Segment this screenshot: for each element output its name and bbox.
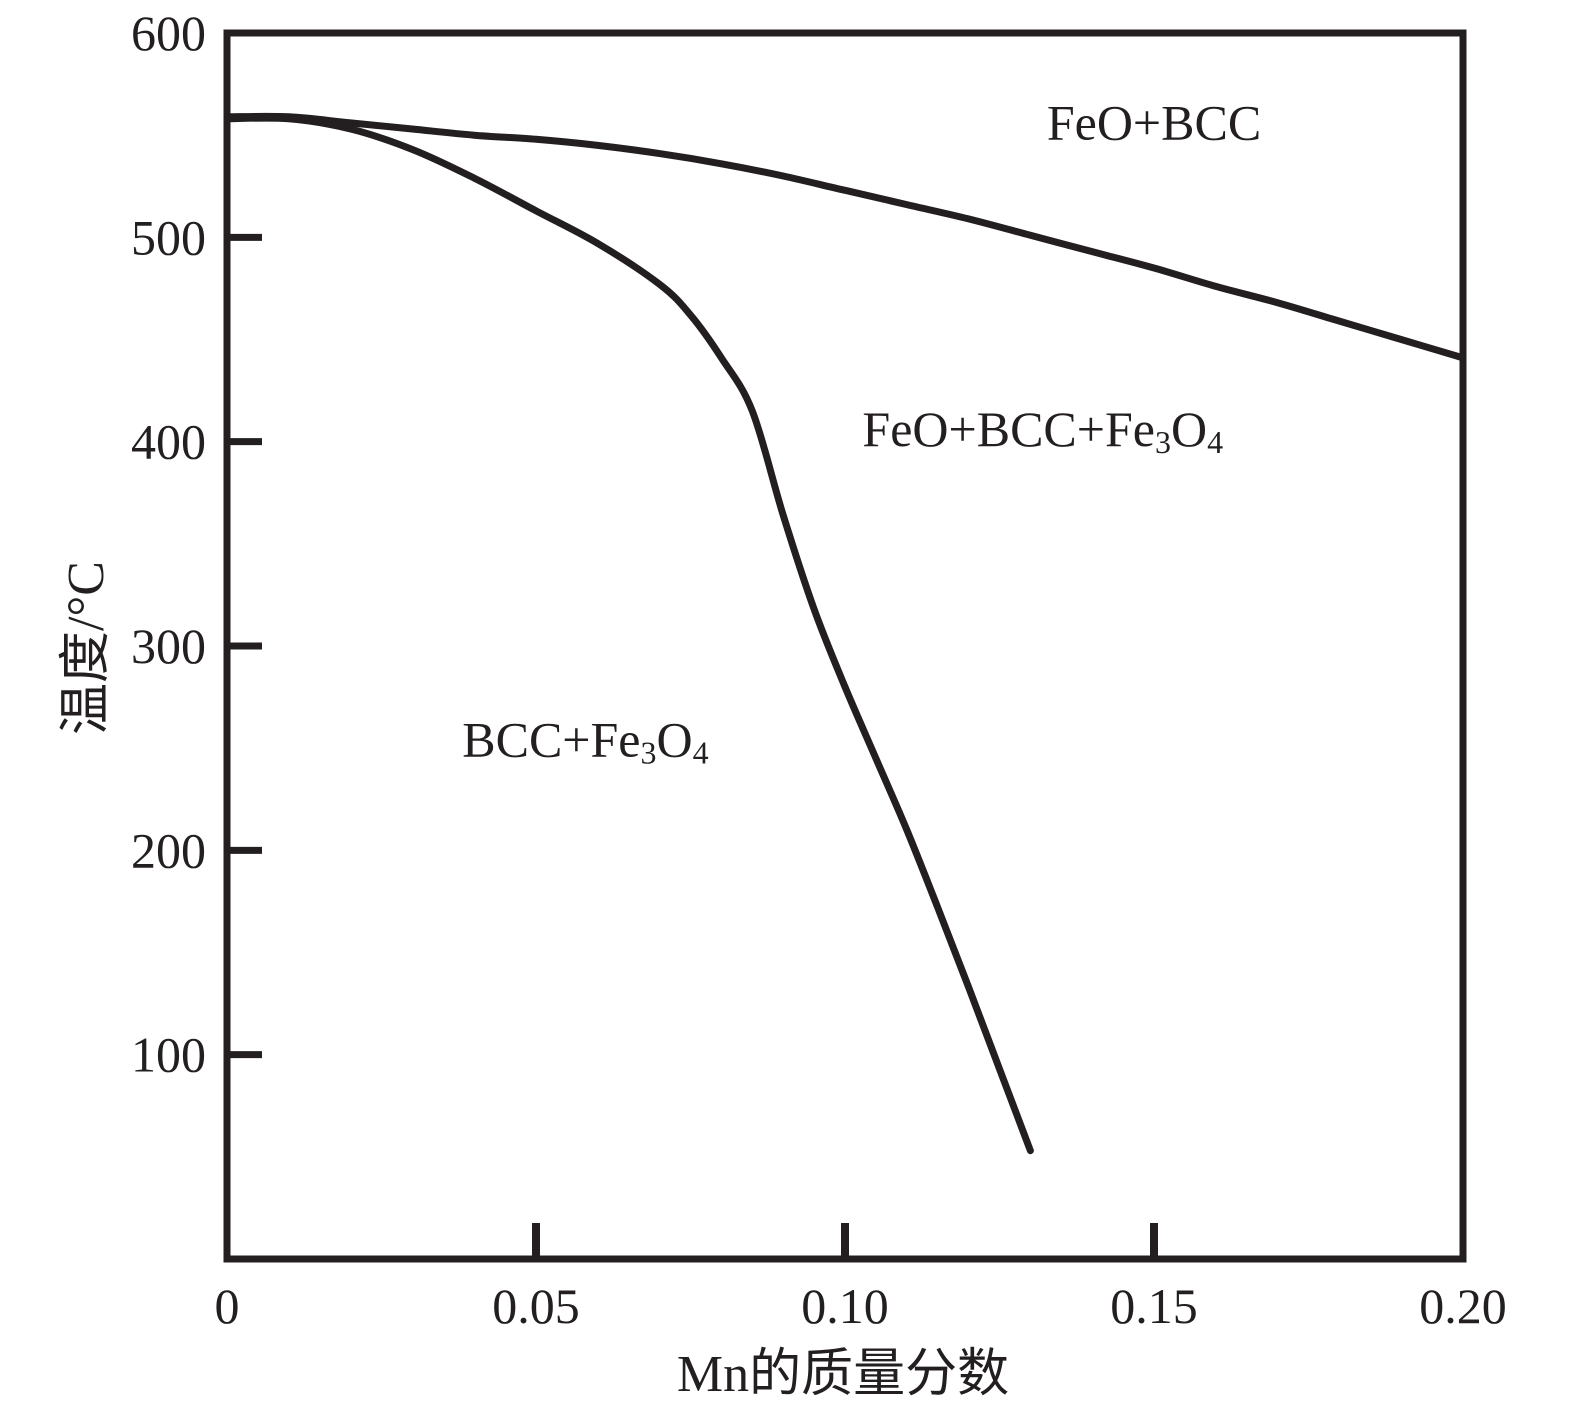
phase-boundary-line-2: [223, 114, 1034, 1155]
x-tick-label: 0.15: [1110, 1278, 1198, 1334]
x-tick-label: 0.10: [801, 1278, 889, 1334]
plot-border: [223, 29, 1467, 1263]
y-tick-label: 400: [131, 414, 206, 470]
x-tick-label: 0.05: [492, 1278, 580, 1334]
x-tick-label: 0: [215, 1278, 240, 1334]
region-label-3: BCC+Fe3O4: [462, 711, 708, 770]
y-tick-label: 200: [131, 822, 206, 878]
y-tick-label: 100: [131, 1027, 206, 1083]
region-label-1: FeO+BCC: [1047, 94, 1261, 150]
region-label-2: FeO+BCC+Fe3O4: [862, 401, 1223, 460]
x-axis-label: Mn的质量分数: [677, 1346, 1009, 1403]
y-tick-label: 500: [131, 209, 206, 265]
phase-boundary-line-1: [223, 112, 1467, 362]
annotation-layer: FeO+BCC FeO+BCC+Fe3O4 BCC+Fe3O4: [462, 94, 1261, 770]
y-axis-ticks: 100 200 300 400 500 600: [131, 5, 262, 1083]
series-layer: [223, 112, 1467, 1155]
x-tick-label: 0.20: [1419, 1278, 1507, 1334]
y-tick-label: 300: [131, 618, 206, 674]
plot-frame: [223, 29, 1467, 1263]
y-tick-label: 600: [131, 5, 206, 61]
x-axis-ticks: 0 0.05 0.10 0.15 0.20: [215, 1223, 1507, 1334]
y-axis-label: 温度/°C: [58, 561, 115, 735]
